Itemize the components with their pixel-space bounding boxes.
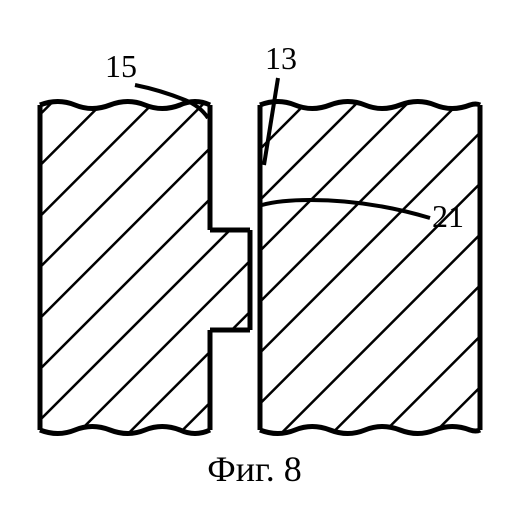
label-21: 21 xyxy=(432,198,464,235)
technical-diagram xyxy=(0,0,509,500)
right-block-hatch xyxy=(250,90,490,450)
label-13: 13 xyxy=(265,40,297,77)
label-15: 15 xyxy=(105,48,137,85)
left-block-hatch xyxy=(30,90,270,450)
diagram-svg xyxy=(0,0,509,500)
figure-caption: Фиг. 8 xyxy=(207,448,301,490)
